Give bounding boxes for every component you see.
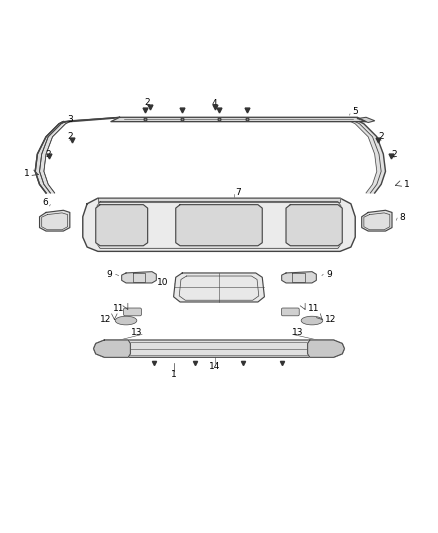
Text: 2: 2 [67, 132, 73, 141]
Polygon shape [173, 273, 265, 302]
Polygon shape [98, 198, 340, 201]
Text: 2: 2 [145, 98, 151, 107]
Polygon shape [111, 117, 366, 122]
Polygon shape [357, 117, 374, 123]
Text: 9: 9 [106, 270, 112, 279]
Text: 11: 11 [113, 304, 124, 313]
Text: 9: 9 [327, 270, 332, 279]
Text: 1: 1 [24, 169, 29, 178]
Text: 12: 12 [100, 315, 111, 324]
FancyBboxPatch shape [282, 308, 299, 316]
Text: 3: 3 [67, 115, 73, 124]
Text: 7: 7 [236, 188, 241, 197]
Text: 12: 12 [325, 315, 336, 324]
Polygon shape [94, 340, 344, 357]
Text: 10: 10 [157, 278, 169, 287]
Text: 8: 8 [399, 213, 405, 222]
Ellipse shape [115, 316, 137, 325]
Polygon shape [362, 211, 392, 231]
Text: 2: 2 [391, 150, 397, 158]
Polygon shape [94, 340, 131, 357]
Text: 1: 1 [404, 180, 410, 189]
Text: 13: 13 [292, 328, 304, 337]
Polygon shape [35, 122, 70, 193]
Polygon shape [307, 340, 344, 357]
Polygon shape [61, 117, 120, 123]
Text: 5: 5 [352, 107, 358, 116]
Text: 4: 4 [212, 99, 218, 108]
Text: 1: 1 [171, 370, 177, 379]
Ellipse shape [301, 316, 323, 325]
Text: 6: 6 [42, 198, 48, 207]
Polygon shape [351, 122, 385, 193]
Polygon shape [83, 198, 355, 252]
Polygon shape [96, 205, 148, 246]
Polygon shape [286, 205, 342, 246]
Polygon shape [176, 205, 262, 246]
Text: 14: 14 [209, 362, 220, 372]
Text: 2: 2 [378, 132, 384, 141]
Polygon shape [122, 272, 156, 283]
Polygon shape [39, 211, 70, 231]
Polygon shape [282, 272, 316, 283]
Text: 13: 13 [131, 328, 143, 337]
Text: 2: 2 [46, 150, 51, 158]
Text: 11: 11 [307, 304, 319, 313]
FancyBboxPatch shape [124, 308, 141, 316]
